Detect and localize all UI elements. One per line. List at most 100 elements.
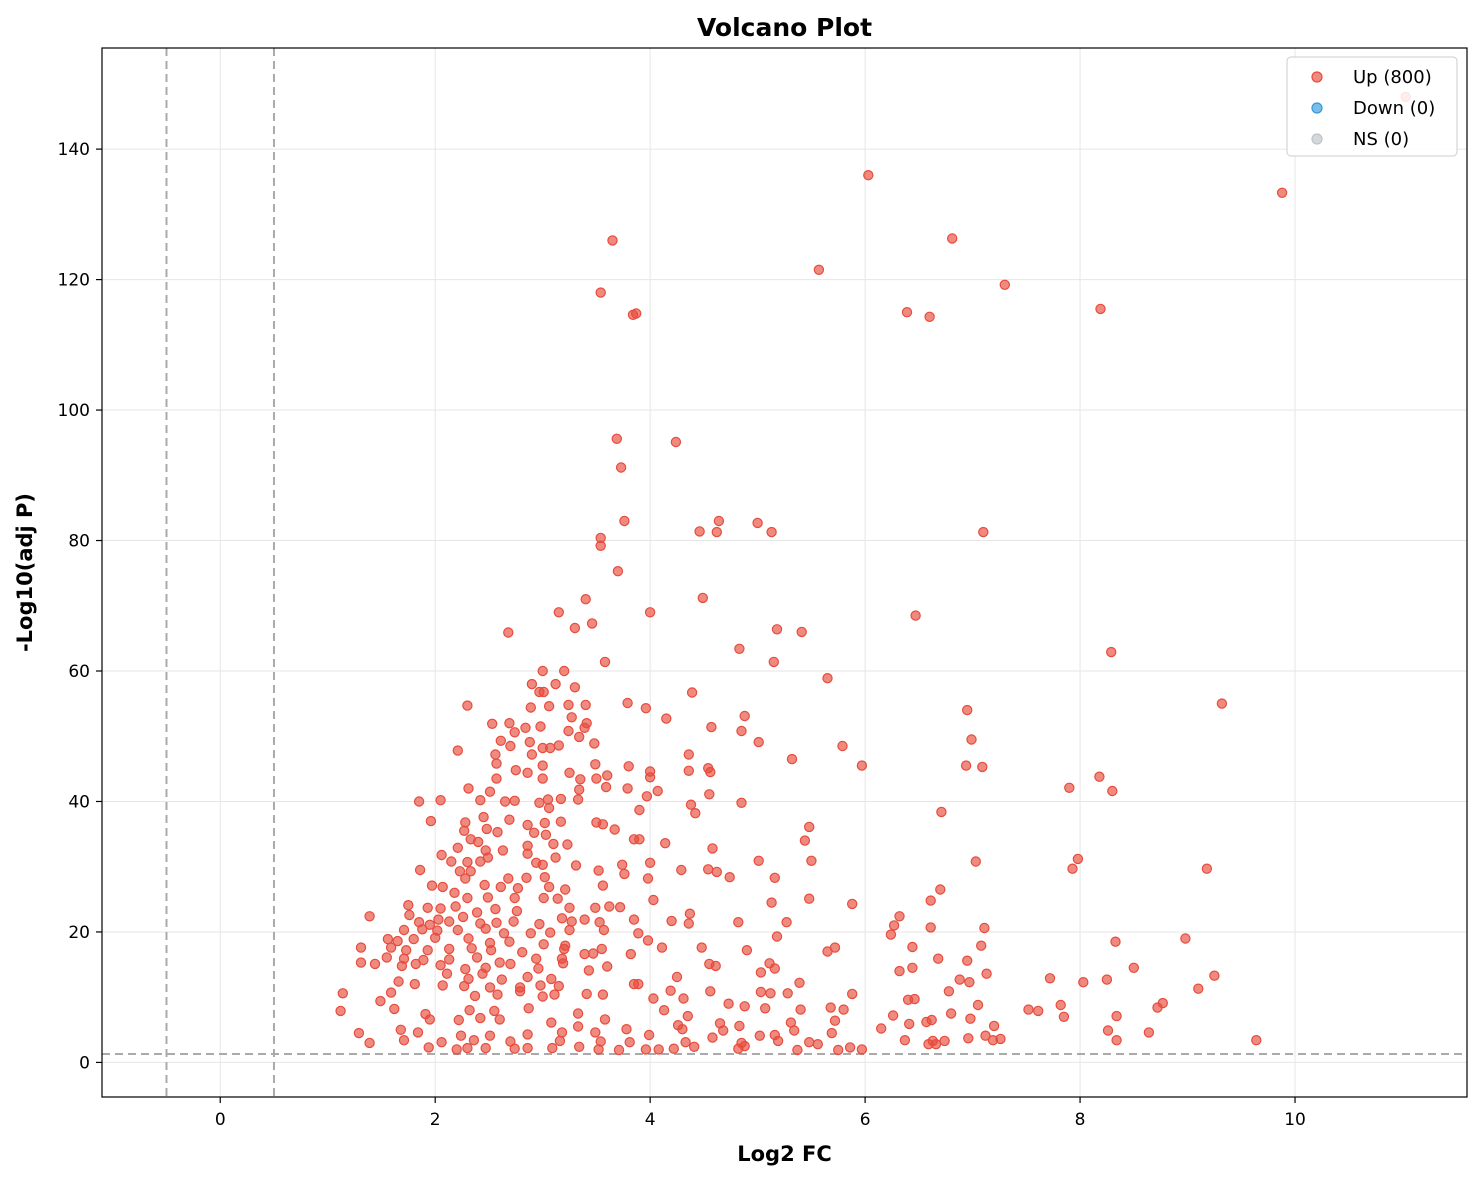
- data-point: [1101, 974, 1113, 985]
- data-point: [455, 1030, 467, 1041]
- data-point: [642, 873, 654, 884]
- data-point: [487, 718, 498, 730]
- data-point: [478, 811, 489, 823]
- data-point: [511, 905, 523, 917]
- data-point: [546, 973, 557, 985]
- data-point: [642, 935, 654, 946]
- data-point: [904, 1018, 915, 1030]
- data-point: [602, 961, 613, 972]
- data-point: [504, 936, 515, 947]
- data-point: [599, 1014, 611, 1025]
- data-point: [981, 968, 992, 979]
- data-point: [847, 988, 858, 1000]
- data-point: [484, 1030, 496, 1041]
- data-point: [1107, 785, 1118, 797]
- legend: Up (800) Down (0) NS (0): [1286, 56, 1458, 157]
- data-point: [460, 963, 471, 975]
- data-point: [410, 958, 421, 970]
- data-point: [579, 948, 590, 960]
- data-point: [460, 817, 471, 828]
- data-point: [1216, 698, 1228, 709]
- data-point: [826, 1027, 838, 1039]
- data-point: [559, 943, 570, 955]
- data-point: [685, 799, 697, 810]
- data-point: [514, 986, 526, 997]
- data-point: [665, 985, 676, 996]
- data-point: [436, 849, 447, 861]
- y-tick-label: 120: [58, 271, 90, 291]
- data-point: [621, 1023, 632, 1035]
- data-point: [980, 1030, 991, 1041]
- data-point: [509, 727, 520, 738]
- data-point: [505, 740, 516, 752]
- data-point: [543, 701, 555, 712]
- y-axis-label: -Log10(adj P): [13, 493, 37, 652]
- data-point: [1276, 187, 1288, 198]
- data-point: [670, 436, 682, 448]
- data-point: [1111, 1010, 1122, 1022]
- data-point: [512, 883, 524, 894]
- data-point: [613, 1044, 625, 1056]
- data-point: [833, 1044, 844, 1056]
- data-point: [569, 622, 581, 634]
- data-point: [813, 264, 825, 275]
- data-point: [622, 697, 633, 709]
- data-point: [556, 913, 568, 924]
- data-point: [634, 804, 645, 816]
- data-point: [451, 1044, 462, 1055]
- data-point: [494, 957, 505, 968]
- data-point: [825, 1002, 836, 1013]
- data-point: [460, 873, 471, 884]
- data-point: [806, 855, 817, 867]
- data-point: [844, 1042, 856, 1053]
- data-point: [734, 1020, 745, 1032]
- chart-title: Volcano Plot: [697, 13, 872, 42]
- data-point: [555, 816, 567, 827]
- data-point: [640, 703, 652, 714]
- data-point: [925, 895, 936, 906]
- data-point: [781, 917, 792, 928]
- data-point: [498, 928, 510, 939]
- data-point: [812, 1038, 824, 1050]
- data-point: [563, 699, 574, 711]
- data-point: [648, 993, 659, 1004]
- data-point: [694, 526, 705, 537]
- data-point: [520, 722, 531, 734]
- data-point: [939, 1035, 950, 1047]
- data-point: [481, 823, 492, 835]
- data-point: [491, 758, 502, 769]
- data-point: [856, 760, 868, 771]
- data-point: [539, 872, 551, 883]
- data-point: [611, 433, 623, 444]
- data-point: [482, 892, 494, 903]
- data-point: [522, 848, 533, 859]
- data-point: [628, 914, 640, 925]
- data-point: [887, 1010, 899, 1021]
- data-point: [978, 526, 989, 538]
- data-point: [925, 922, 936, 933]
- data-point: [553, 980, 565, 992]
- data-point: [452, 842, 463, 854]
- data-point: [526, 678, 538, 690]
- data-point: [492, 989, 503, 1000]
- data-point: [459, 825, 470, 837]
- data-point: [382, 933, 394, 945]
- y-tick-label: 140: [58, 140, 90, 160]
- data-point: [705, 766, 716, 778]
- data-points: [335, 91, 1411, 1056]
- data-point: [963, 1033, 974, 1044]
- data-point: [509, 892, 520, 904]
- data-point: [491, 773, 502, 784]
- data-point: [634, 834, 645, 845]
- data-point: [683, 918, 695, 929]
- data-point: [579, 722, 590, 734]
- data-point: [462, 1042, 473, 1054]
- data-point: [466, 943, 477, 954]
- data-point: [622, 783, 633, 794]
- data-point: [594, 917, 605, 928]
- data-point: [423, 1042, 434, 1053]
- data-point: [772, 1035, 784, 1047]
- data-point: [425, 815, 437, 827]
- data-point: [924, 311, 935, 322]
- data-point: [537, 665, 548, 677]
